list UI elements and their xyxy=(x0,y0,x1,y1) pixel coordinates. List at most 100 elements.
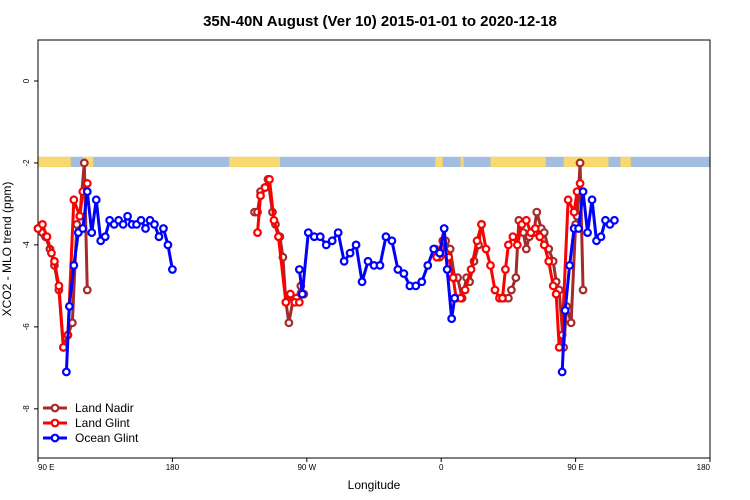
data-point xyxy=(535,232,545,242)
data-point xyxy=(163,240,173,250)
data-point xyxy=(532,207,542,217)
data-point xyxy=(544,256,554,266)
data-point xyxy=(399,269,409,278)
data-point xyxy=(78,224,88,233)
legend-item-land-nadir: Land Nadir xyxy=(43,401,134,415)
data-point xyxy=(423,260,433,270)
data-point xyxy=(610,215,619,225)
surface-band xyxy=(38,156,710,168)
data-point xyxy=(442,265,452,274)
data-point xyxy=(560,306,570,315)
ocean-band xyxy=(38,156,710,168)
data-point xyxy=(82,179,92,188)
data-point xyxy=(521,215,531,225)
data-point xyxy=(281,297,291,307)
land-band-segment xyxy=(575,156,609,168)
data-point xyxy=(357,277,367,287)
series-land-nadir xyxy=(33,158,588,352)
legend-label: Ocean Glint xyxy=(75,431,139,445)
data-point xyxy=(38,220,47,229)
data-point xyxy=(339,256,349,266)
data-point xyxy=(285,289,295,299)
legend-label: Land Nadir xyxy=(75,401,134,415)
data-point xyxy=(417,277,427,287)
data-point xyxy=(411,281,421,291)
data-point xyxy=(439,224,449,233)
y-tick-label: -8 xyxy=(22,405,31,413)
data-point xyxy=(75,211,85,221)
data-point xyxy=(569,207,579,217)
y-tick-label: -6 xyxy=(22,323,31,331)
data-point xyxy=(578,187,588,197)
legend-label: Land Glint xyxy=(75,416,130,430)
data-point xyxy=(167,265,177,274)
data-point xyxy=(504,240,513,250)
data-point xyxy=(256,191,265,201)
data-point xyxy=(69,260,79,270)
data-point xyxy=(64,301,74,311)
data-point xyxy=(265,174,274,184)
data-point xyxy=(87,228,97,238)
data-point xyxy=(79,158,89,168)
x-tick-label: 90 E xyxy=(567,463,583,472)
series-land-glint xyxy=(33,174,585,352)
y-tick-label: -2 xyxy=(22,159,31,167)
data-point xyxy=(303,228,313,238)
data-point xyxy=(563,195,573,205)
x-tick-label: 180 xyxy=(697,463,711,472)
data-point xyxy=(565,260,575,270)
data-point xyxy=(548,281,558,291)
data-point xyxy=(333,228,343,238)
data-point xyxy=(50,256,59,266)
data-point xyxy=(554,342,564,352)
x-tick-label: 90 W xyxy=(297,463,316,472)
data-point xyxy=(141,224,150,233)
data-point xyxy=(578,285,588,295)
x-tick-label: 180 xyxy=(166,463,180,472)
data-point xyxy=(136,215,146,225)
y-tick-label: -4 xyxy=(22,241,31,249)
y-tick-label: 0 xyxy=(22,78,31,83)
data-point xyxy=(351,240,361,250)
data-point xyxy=(375,260,385,270)
data-point xyxy=(429,244,439,254)
data-point xyxy=(506,285,516,295)
data-point xyxy=(575,158,585,168)
data-point xyxy=(253,228,262,238)
data-point xyxy=(450,293,460,303)
data-point xyxy=(435,248,445,258)
data-point xyxy=(294,265,304,274)
data-point xyxy=(150,220,159,229)
data-point xyxy=(61,367,71,377)
data-point xyxy=(575,179,585,188)
land-band-segment xyxy=(229,156,280,168)
data-point xyxy=(54,281,64,291)
data-point xyxy=(387,236,397,246)
series-ocean-glint xyxy=(61,187,619,377)
data-point xyxy=(490,285,500,295)
data-point xyxy=(284,318,294,328)
legend-marker xyxy=(50,433,60,443)
data-point xyxy=(393,265,403,274)
data-point xyxy=(508,232,518,242)
series-line xyxy=(435,182,582,349)
legend-marker xyxy=(50,418,60,428)
data-point xyxy=(551,289,561,299)
data-point xyxy=(447,314,457,324)
data-point xyxy=(596,232,606,242)
data-point xyxy=(274,232,283,242)
legend-marker xyxy=(50,403,60,413)
data-point xyxy=(521,244,531,254)
series-layer xyxy=(33,158,619,377)
data-point xyxy=(511,273,521,283)
data-point xyxy=(574,224,583,233)
land-band-segment xyxy=(435,156,443,168)
data-point xyxy=(154,232,164,242)
data-point xyxy=(345,248,355,258)
chart-title: 35N-40N August (Ver 10) 2015-01-01 to 20… xyxy=(203,13,557,30)
data-point xyxy=(587,195,597,205)
x-tick-label: 0 xyxy=(439,463,444,472)
data-point xyxy=(327,236,337,246)
